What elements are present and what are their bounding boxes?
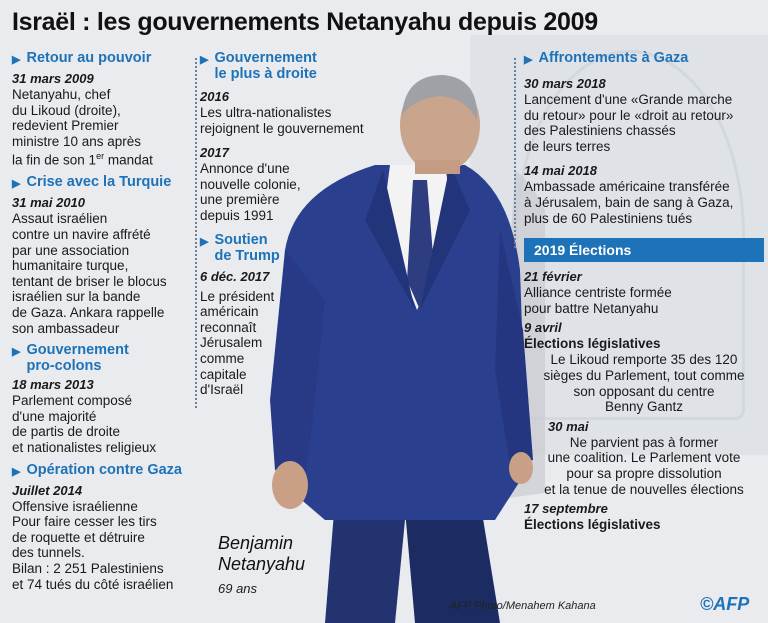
section-date: 31 mars 2009	[12, 71, 94, 86]
section-date: 14 mai 2018	[524, 163, 598, 179]
column-left: ▶ Retour au pouvoir 31 mars 2009 Netanyah…	[12, 50, 202, 594]
section-body: Le président américain reconnaît Jérusal…	[200, 288, 275, 398]
column-middle: ▶ Gouvernement le plus à droite 2016 Les …	[200, 50, 390, 400]
election-date: 9 avril	[524, 320, 562, 336]
section-body: Annonce d'une nouvelle colonie, une prem…	[200, 161, 301, 223]
triangle-bullet-icon: ▶	[524, 54, 533, 66]
election-heading: Élections législatives	[524, 517, 661, 533]
section-body: Lancement d'une «Grande marche du retour…	[524, 92, 734, 154]
column-divider-left	[195, 58, 197, 408]
triangle-bullet-icon: ▶	[12, 178, 21, 191]
section-body: Netanyahu, chef du Likoud (droite), rede…	[12, 87, 153, 168]
election-heading: Élections législatives	[524, 336, 661, 352]
triangle-bullet-icon: ▶	[12, 465, 21, 478]
section-trump: ▶ Soutien de Trump 6 déc. 2017 Le préside…	[200, 232, 390, 398]
section-heading: Gouvernement le plus à droite	[214, 50, 317, 82]
section-body: Assaut israélien contre un navire affrét…	[12, 211, 167, 336]
section-pro-colons: ▶ Gouvernement pro-colons 18 mars 2013 Pa…	[12, 342, 202, 455]
section-heading: Affrontements à Gaza	[538, 50, 689, 66]
election-body: Ne parvient pas à former une coalition. …	[544, 434, 744, 497]
caption-name: Benjamin Netanyahu	[218, 533, 306, 574]
section-turquie: ▶ Crise avec la Turquie 31 mai 2010 Assau…	[12, 174, 202, 336]
caption-age: 69 ans	[218, 581, 258, 596]
section-heading: Crise avec la Turquie	[26, 174, 172, 191]
triangle-bullet-icon: ▶	[12, 54, 21, 66]
section-body: Ambassade américaine transférée à Jérusa…	[524, 179, 734, 226]
election-date: 21 février	[524, 269, 582, 285]
section-date: 6 déc. 2017	[200, 268, 270, 284]
afp-logo: ©AFP	[700, 594, 750, 614]
triangle-bullet-icon: ▶	[12, 346, 21, 359]
page-title: Israël : les gouvernements Netanyahu dep…	[12, 8, 598, 36]
section-date: 30 mars 2018	[524, 76, 606, 91]
section-date: 2017	[200, 145, 229, 161]
section-body: Offensive israélienne Pour faire cesser …	[12, 498, 174, 592]
section-plus-a-droite: ▶ Gouvernement le plus à droite 2016 Les …	[200, 50, 390, 224]
section-gaza-2014: ▶ Opération contre Gaza Juillet 2014 Offe…	[12, 462, 202, 593]
section-body: Parlement composé d'une majorité de part…	[12, 393, 157, 455]
section-date: Juillet 2014	[12, 482, 83, 498]
section-date: 31 mai 2010	[12, 195, 86, 211]
election-body: Alliance centriste formée pour battre Ne…	[524, 285, 672, 316]
section-body: Les ultra-nationalistes rejoignent le go…	[200, 105, 364, 136]
election-date: 17 septembre	[524, 501, 608, 517]
photo-credit: AFP Photo/Menahem Kahana	[450, 600, 596, 612]
section-heading: Retour au pouvoir	[26, 50, 152, 66]
section-heading: Gouvernement pro-colons	[26, 342, 129, 375]
section-date: 18 mars 2013	[12, 377, 94, 393]
triangle-bullet-icon: ▶	[200, 54, 209, 66]
section-heading: Soutien de Trump	[214, 231, 280, 264]
netanyahu-photo	[270, 75, 545, 623]
section-heading: Opération contre Gaza	[26, 461, 182, 478]
section-date: 2016	[200, 89, 229, 104]
elections-band: 2019 Élections	[524, 238, 764, 263]
column-right: ▶ Affrontements à Gaza 30 mars 2018 Lance…	[524, 50, 764, 533]
election-body: Le Likoud remporte 35 des 120 sièges du …	[543, 352, 745, 415]
column-divider-right	[514, 58, 516, 248]
section-retour: ▶ Retour au pouvoir 31 mars 2009 Netanyah…	[12, 50, 202, 168]
triangle-bullet-icon: ▶	[200, 235, 209, 248]
election-date: 30 mai	[548, 418, 589, 434]
